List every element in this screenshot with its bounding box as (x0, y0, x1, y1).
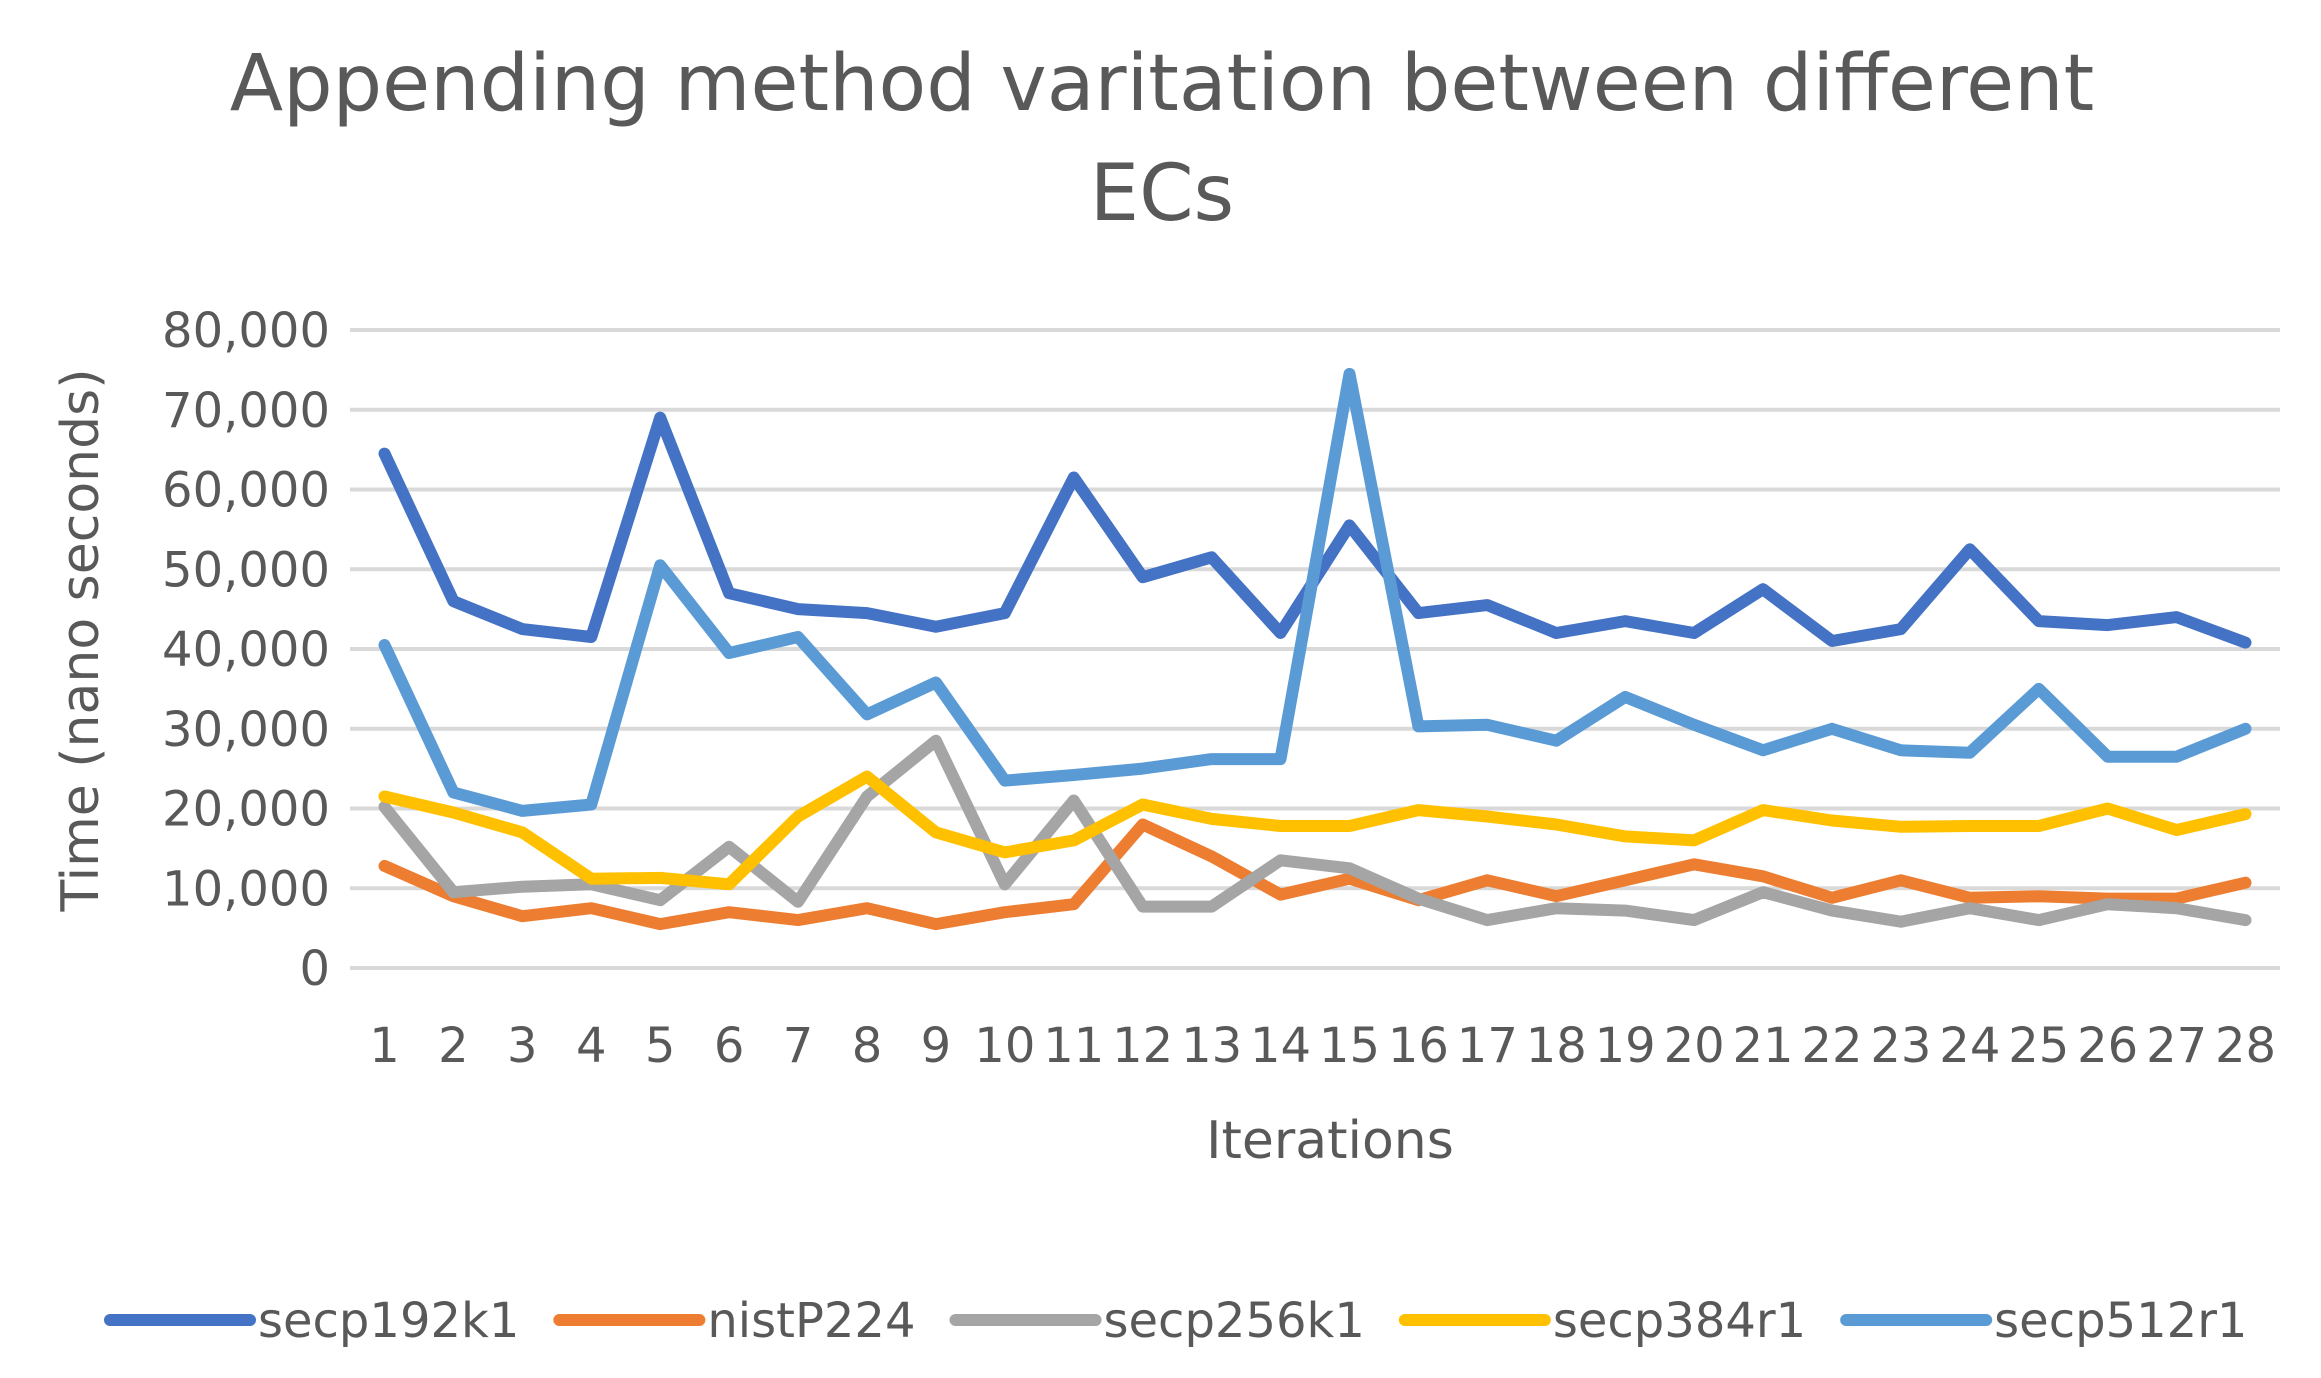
x-tick-label-13: 13 (1181, 1018, 1242, 1074)
x-tick-label-28: 28 (2215, 1018, 2276, 1074)
chart-title-line-2: ECs (1090, 149, 1234, 239)
x-tick-label-15: 15 (1319, 1018, 1380, 1074)
legend-label-secp192k1: secp192k1 (258, 1293, 519, 1349)
x-tick-label-14: 14 (1250, 1018, 1311, 1074)
x-tick-label-9: 9 (921, 1018, 952, 1074)
series-lines (378, 367, 2252, 931)
x-tick-label-11: 11 (1043, 1018, 1104, 1074)
y-tick-label-1: 10,000 (162, 861, 330, 917)
y-tick-label-2: 20,000 (162, 782, 330, 838)
y-tick-label-5: 50,000 (162, 542, 330, 598)
x-tick-label-20: 20 (1664, 1018, 1725, 1074)
x-tick-label-7: 7 (783, 1018, 814, 1074)
legend-label-secp384r1: secp384r1 (1553, 1293, 1806, 1349)
legend-label-secp256k1: secp256k1 (1104, 1293, 1365, 1349)
chart-title-group: Appending method varitation between diff… (230, 39, 2094, 239)
x-tick-label-4: 4 (576, 1018, 607, 1074)
y-tick-label-6: 60,000 (162, 463, 330, 519)
legend-label-nistP224: nistP224 (707, 1293, 915, 1349)
x-tick-label-21: 21 (1732, 1018, 1793, 1074)
x-tick-label-27: 27 (2146, 1018, 2207, 1074)
y-axis-title: Time (nano seconds) (51, 368, 111, 912)
x-tick-label-5: 5 (645, 1018, 676, 1074)
y-tick-label-4: 40,000 (162, 622, 330, 678)
x-tick-label-10: 10 (974, 1018, 1035, 1074)
x-tick-label-22: 22 (1801, 1018, 1862, 1074)
x-tick-label-2: 2 (438, 1018, 469, 1074)
y-tick-label-3: 30,000 (162, 702, 330, 758)
y-tick-label-0: 0 (299, 941, 330, 997)
series-line-secp512r1 (378, 367, 2252, 817)
legend-label-secp512r1: secp512r1 (1994, 1293, 2247, 1349)
x-tick-label-8: 8 (852, 1018, 883, 1074)
chart-title-line-1: Appending method varitation between diff… (230, 39, 2094, 129)
series-line-nistP224 (378, 818, 2252, 931)
x-tick-label-12: 12 (1112, 1018, 1173, 1074)
x-tick-label-23: 23 (1870, 1018, 1931, 1074)
y-tick-labels: 0 10,000 20,000 30,000 40,000 50,000 60,000 70,… (162, 303, 330, 997)
x-tick-label-6: 6 (714, 1018, 745, 1074)
y-tick-label-7: 70,000 (162, 383, 330, 439)
x-tick-label-16: 16 (1388, 1018, 1449, 1074)
series-line-secp192k1 (378, 411, 2252, 649)
x-axis-title: Iterations (1206, 1111, 1454, 1171)
x-tick-label-24: 24 (1939, 1018, 2000, 1074)
x-tick-label-17: 17 (1457, 1018, 1518, 1074)
x-tick-label-26: 26 (2077, 1018, 2138, 1074)
x-tick-label-3: 3 (507, 1018, 538, 1074)
x-tick-label-19: 19 (1595, 1018, 1656, 1074)
series-line-secp384r1 (378, 770, 2252, 891)
legend: secp192k1 nistP224 secp256k1 secp384r1 secp5… (104, 1293, 2247, 1349)
x-tick-labels: 1 2 3 4 5 6 7 8 9 10 11 12 13 14 15 16 17 18 19 20 21 22 23 24 2… (369, 1018, 2276, 1074)
x-tick-label-1: 1 (369, 1018, 400, 1074)
x-tick-label-25: 25 (2008, 1018, 2069, 1074)
x-tick-label-18: 18 (1526, 1018, 1587, 1074)
y-tick-label-8: 80,000 (162, 303, 330, 359)
series-line-secp256k1 (378, 734, 2252, 928)
